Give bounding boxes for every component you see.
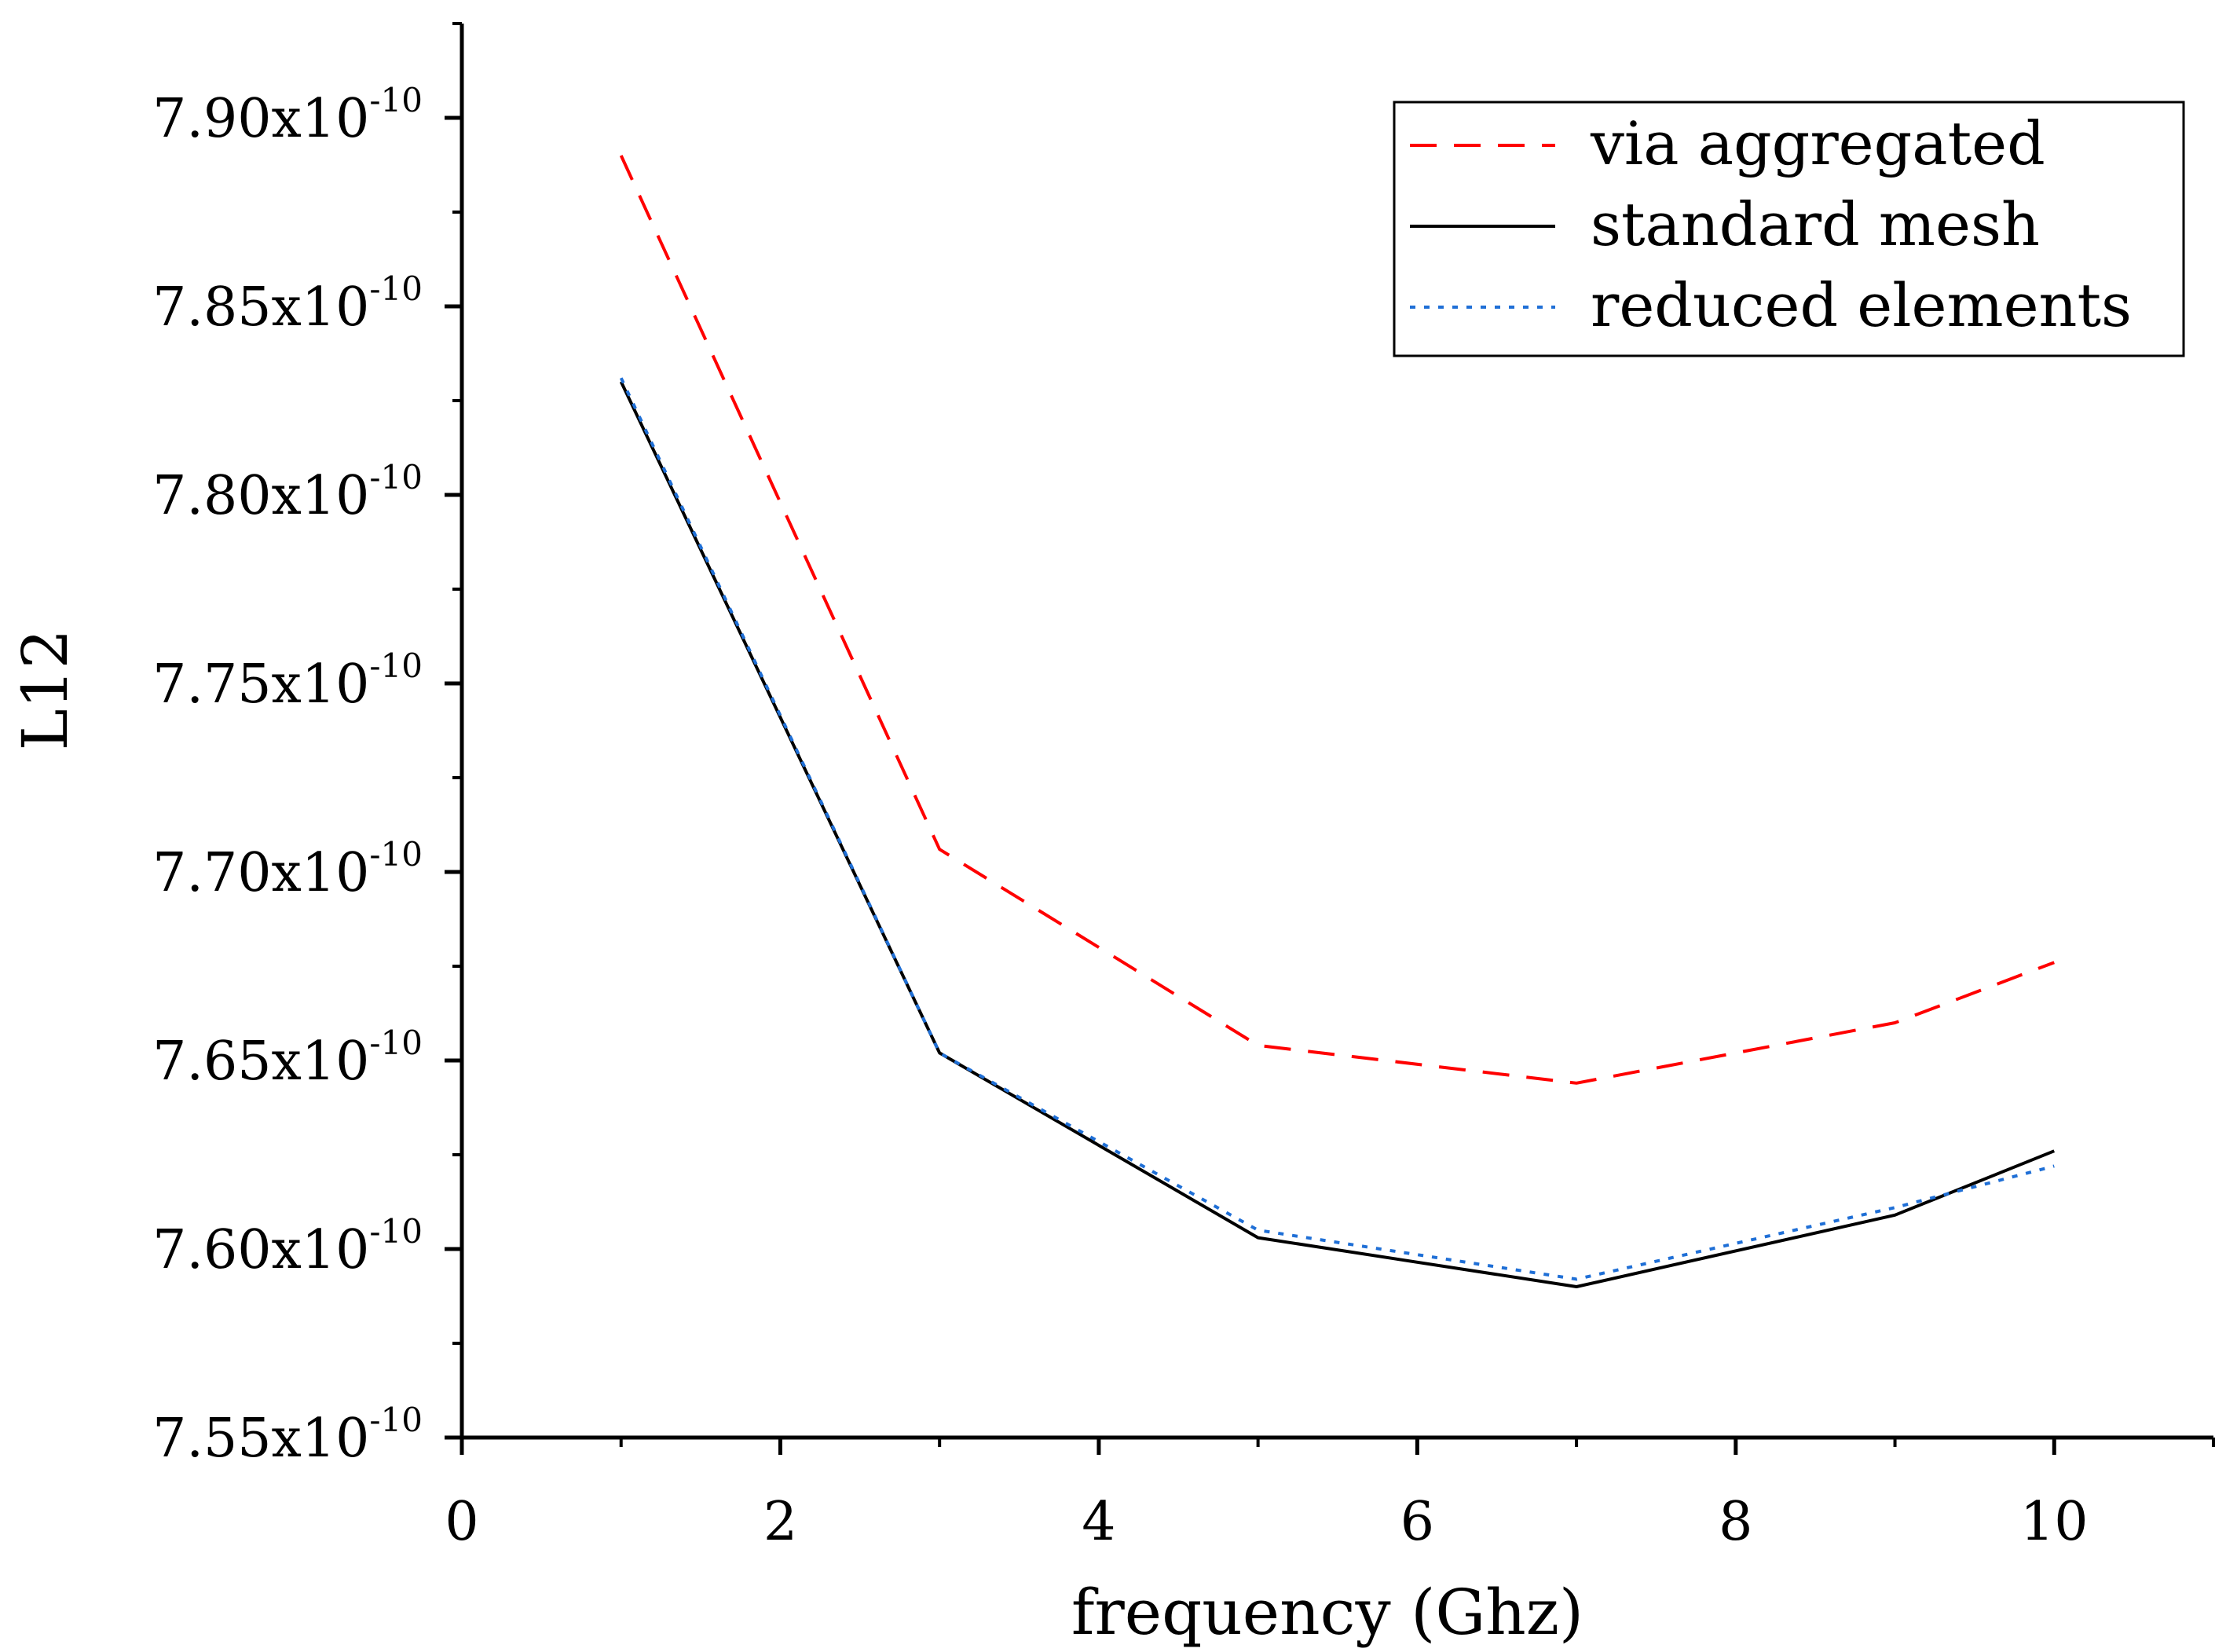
series-line-reduced-elements [619,377,2055,1281]
y-tick-label: 7.55x10-10 [152,1401,423,1470]
x-tick-label: 2 [763,1491,797,1553]
legend-label: reduced elements [1591,270,2132,340]
x-tick-label: 4 [1082,1491,1115,1553]
series-line-standard-mesh [619,381,2056,1288]
legend-items: via aggregated standard mesh reduced eleme… [1410,108,2132,340]
legend-label: standard mesh [1591,189,2040,259]
y-tick-label: 7.85x10-10 [152,269,423,339]
x-ticks: 0 2 4 6 8 10 [445,1438,2215,1553]
y-tick-label: 7.65x10-10 [152,1024,423,1093]
y-axis-title: L12 [9,629,82,751]
y-tick-label: 7.75x10-10 [152,647,423,716]
legend-label: via aggregated [1590,108,2045,178]
y-tick-label: 7.70x10-10 [152,835,423,904]
x-tick-label: 6 [1400,1491,1434,1553]
x-axis-title: frequency (Ghz) [1071,1576,1583,1649]
legend-box [1393,101,2185,357]
x-tick-label: 10 [2020,1491,2089,1553]
y-ticks: 7.55x10-10 7.60x10-10 7.65x10-10 7.70x10-10… [152,22,462,1470]
axes [459,24,2213,1440]
y-tick-label: 7.60x10-10 [152,1212,423,1281]
x-tick-label: 0 [445,1491,478,1553]
y-tick-label: 7.80x10-10 [152,458,423,527]
legend: via aggregated standard mesh reduced eleme… [1393,101,2185,357]
series-layer [619,155,2056,1288]
x-tick-label: 8 [1719,1491,1752,1553]
series-line-via-aggregated [619,155,2055,1085]
y-tick-label: 7.90x10-10 [152,81,423,150]
